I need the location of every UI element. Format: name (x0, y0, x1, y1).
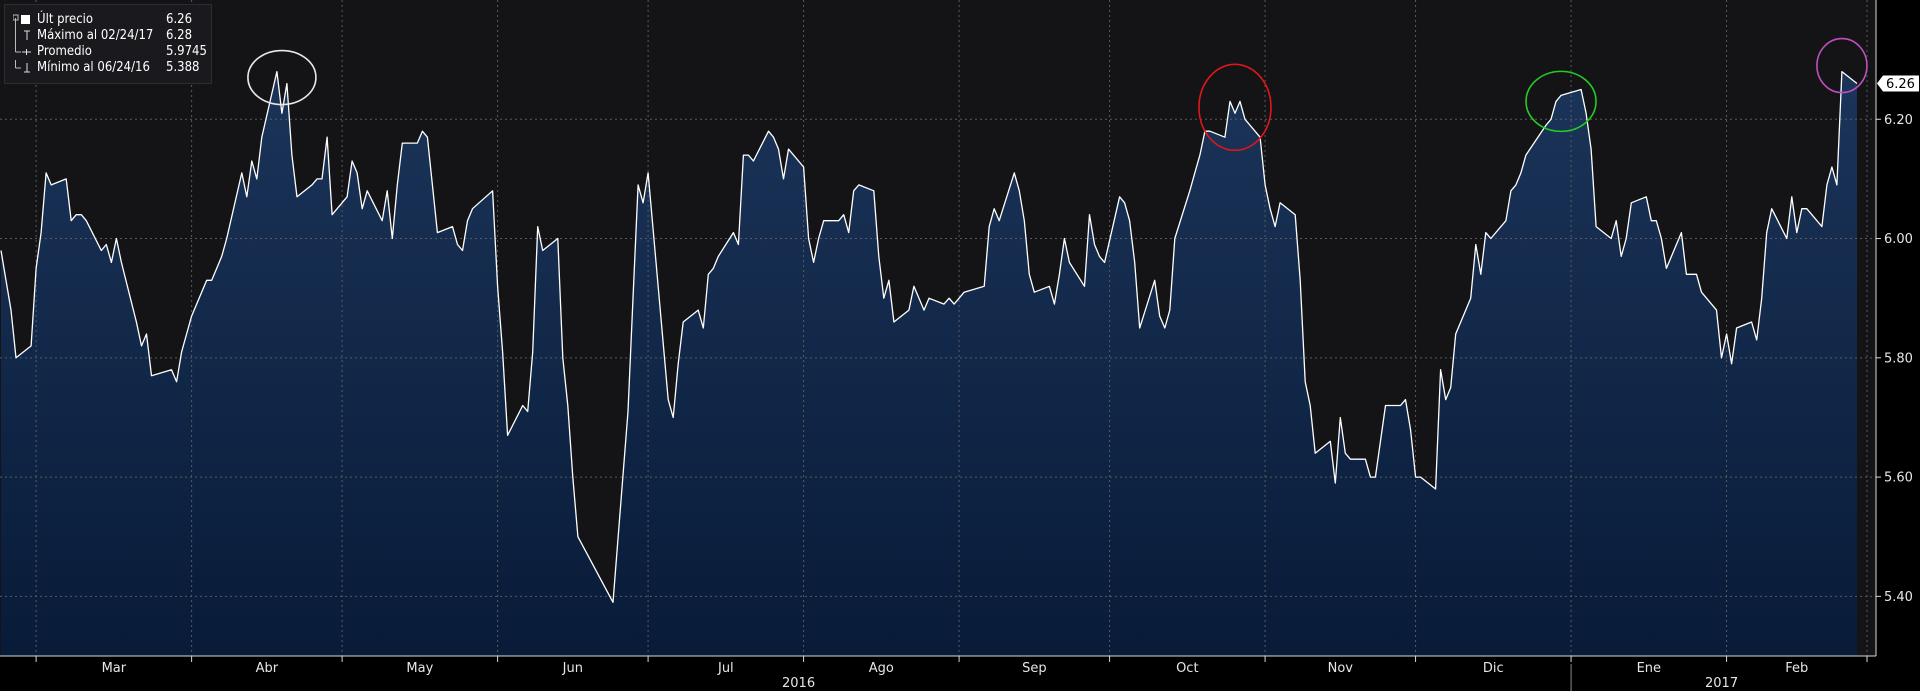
x-month-label: Ene (1637, 661, 1661, 676)
price-area (1, 71, 1857, 657)
y-tick-label: 5.60 (1884, 471, 1913, 486)
last-price-label: 6.26 (1886, 77, 1915, 92)
legend-label: Máximo al 02/24/17 (37, 28, 154, 43)
x-month-label: May (406, 661, 433, 676)
x-month-label: Feb (1785, 661, 1808, 676)
highlight-circle (247, 49, 317, 106)
legend-value: 6.28 (166, 28, 193, 43)
max-marker-icon (15, 28, 30, 44)
x-month-label: Abr (256, 661, 279, 676)
last-price-tag (1877, 75, 1919, 92)
highlight-circle (1198, 63, 1272, 152)
x-month-label: Jun (562, 661, 583, 676)
y-tick-label: 6.00 (1884, 232, 1913, 247)
x-month-label: Dic (1483, 661, 1504, 676)
legend-label: Últ precio (37, 12, 94, 27)
highlight-circle (1525, 70, 1597, 133)
y-tick-label: 5.40 (1884, 590, 1913, 605)
x-month-label: Oct (1176, 661, 1198, 676)
x-month-label: Mar (102, 661, 127, 676)
chart-legend: Últ precio 6.26 Máximo al 02/24/17 6.28 … (4, 4, 212, 84)
x-month-label: Sep (1022, 661, 1047, 676)
x-month-label: Ago (869, 661, 894, 676)
legend-area-swatch-icon (13, 14, 30, 28)
average-marker-icon (15, 44, 31, 55)
price-line (0, 70, 1858, 603)
x-month-label: Jul (717, 661, 734, 676)
legend-label: Promedio (37, 44, 92, 59)
y-tick-label: 6.20 (1884, 113, 1913, 128)
highlight-circle (1816, 37, 1868, 94)
legend-value: 5.388 (166, 60, 200, 75)
y-tick-label: 5.80 (1884, 351, 1913, 366)
x-year-label: 2016 (782, 676, 815, 691)
min-marker-icon (15, 60, 30, 73)
legend-label: Mínimo al 06/24/16 (37, 60, 150, 75)
legend-value: 5.9745 (166, 44, 207, 59)
x-year-label: 2017 (1705, 676, 1738, 691)
legend-value: 6.26 (166, 12, 193, 27)
x-month-label: Nov (1328, 661, 1354, 676)
